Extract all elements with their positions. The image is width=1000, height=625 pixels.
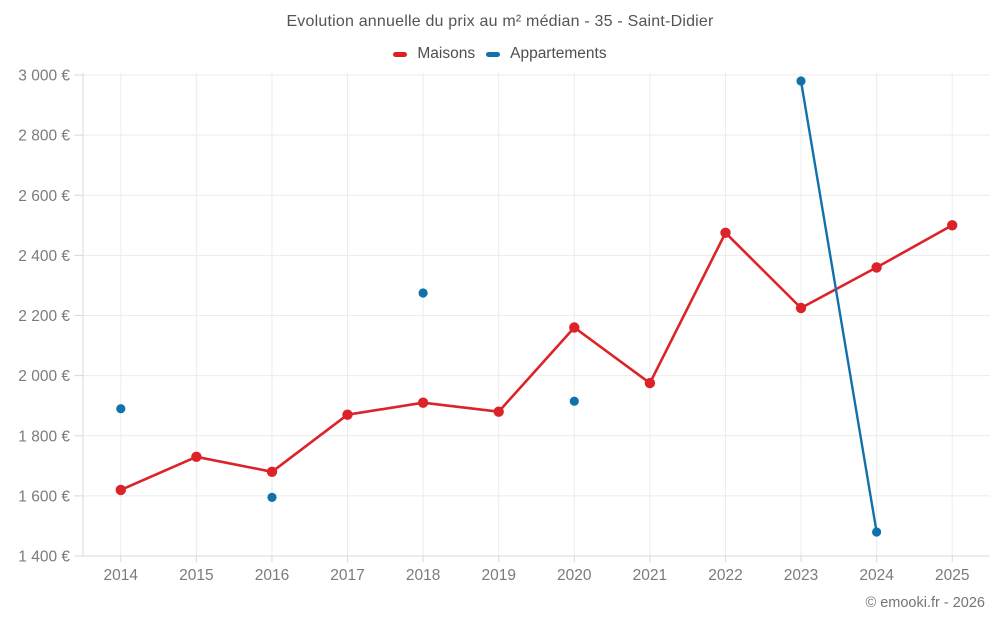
data-point-maisons-2017[interactable]: [342, 409, 353, 420]
data-point-maisons-2014[interactable]: [115, 484, 127, 496]
chart-title: Evolution annuelle du prix au m² médian …: [286, 13, 714, 30]
data-point-maisons-2018[interactable]: [417, 397, 429, 408]
series-line-appartements: [799, 79, 878, 534]
y-tick-label: 1 600 €: [18, 488, 70, 505]
data-point-maisons-2021[interactable]: [644, 377, 656, 389]
legend-swatch-maisons: [393, 51, 408, 57]
x-tick-label: 2020: [557, 567, 592, 584]
data-point-maisons-2024[interactable]: [871, 262, 882, 273]
data-point-maisons-2015[interactable]: [191, 451, 202, 462]
data-point-appartements-2016[interactable]: [267, 492, 277, 502]
x-tick-label: 2022: [708, 567, 742, 584]
data-point-maisons-2020[interactable]: [569, 322, 580, 333]
data-point-maisons-2023[interactable]: [795, 302, 807, 314]
data-point-appartements-2020[interactable]: [569, 396, 579, 406]
footer-credit: © emooki.fr - 2026: [865, 595, 985, 611]
y-tick-label: 3 000 €: [18, 68, 70, 85]
chart-legend: Maisons Appartements: [0, 45, 1000, 63]
legend-swatch-appartements: [486, 51, 501, 57]
y-tick-label: 1 400 €: [18, 549, 70, 566]
x-tick-label: 2021: [633, 567, 667, 584]
x-tick-label: 2017: [330, 567, 364, 584]
data-point-appartements-2023[interactable]: [796, 76, 806, 86]
y-tick-label: 1 800 €: [18, 428, 70, 445]
data-point-appartements-2018[interactable]: [418, 288, 428, 298]
x-tick-label: 2024: [859, 567, 894, 584]
x-tick-label: 2019: [481, 567, 515, 584]
data-point-maisons-2025[interactable]: [947, 220, 958, 231]
data-point-maisons-2016[interactable]: [266, 466, 278, 477]
legend-item-maisons[interactable]: Maisons: [393, 45, 475, 63]
y-tick-label: 2 400 €: [18, 248, 70, 265]
data-point-appartements-2014[interactable]: [116, 404, 126, 414]
y-tick-label: 2 600 €: [18, 188, 70, 205]
x-tick-label: 2025: [935, 567, 969, 584]
series-line-maisons: [119, 224, 954, 492]
data-point-maisons-2022[interactable]: [720, 227, 731, 238]
legend-label: Appartements: [510, 45, 607, 62]
x-tick-label: 2016: [255, 567, 289, 584]
data-point-maisons-2019[interactable]: [493, 406, 504, 417]
legend-item-appartements[interactable]: Appartements: [486, 45, 607, 63]
y-tick-label: 2 000 €: [18, 368, 70, 385]
x-tick-label: 2014: [104, 567, 139, 584]
x-tick-label: 2018: [406, 567, 440, 584]
x-tick-label: 2023: [784, 567, 818, 584]
legend-label: Maisons: [417, 45, 476, 62]
x-tick-label: 2015: [179, 567, 213, 584]
data-point-appartements-2024[interactable]: [872, 527, 882, 537]
y-tick-label: 2 800 €: [18, 128, 70, 145]
y-tick-label: 2 200 €: [18, 308, 70, 325]
